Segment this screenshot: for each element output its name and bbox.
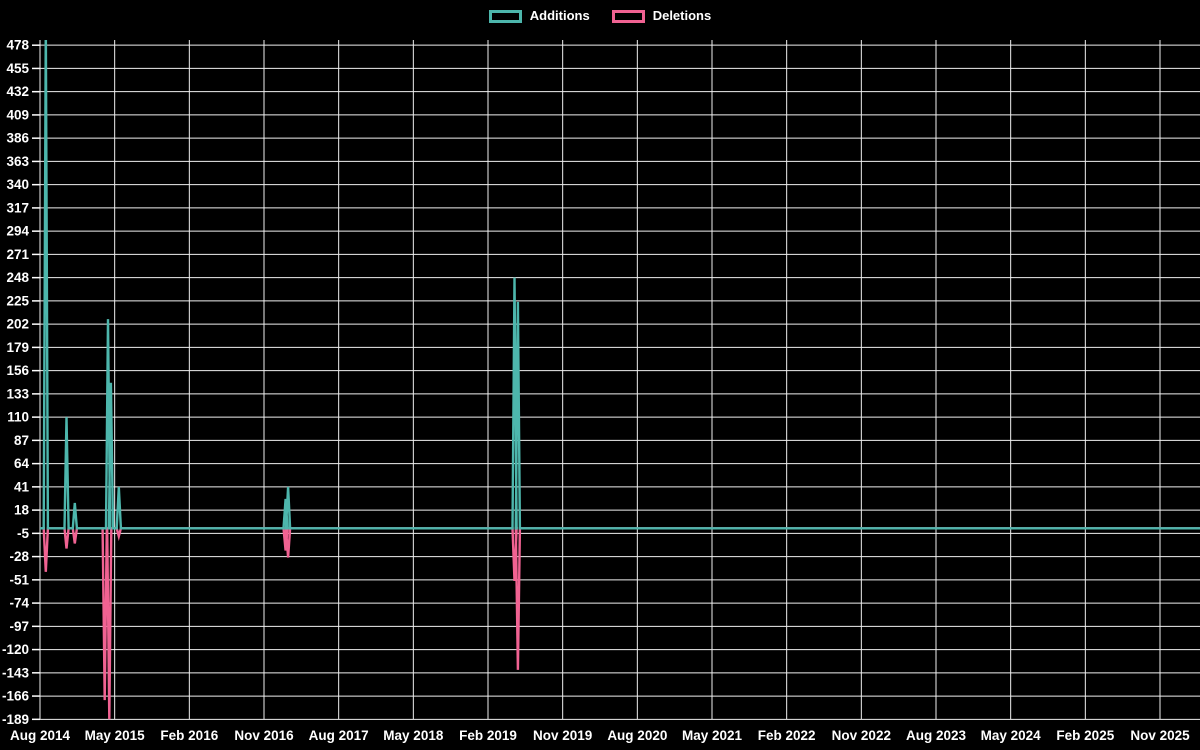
y-axis-label: 248 [6, 270, 29, 285]
y-axis-label: 179 [6, 340, 29, 355]
y-axis-label: 271 [6, 247, 29, 262]
y-axis-label: -97 [9, 619, 29, 634]
y-axis-label: -28 [9, 549, 29, 564]
y-axis-label: -51 [9, 572, 29, 587]
y-axis-label: 363 [6, 154, 29, 169]
x-axis-label: Nov 2025 [1130, 728, 1190, 743]
y-axis-label: 317 [6, 200, 29, 215]
additions-line [40, 40, 1200, 530]
y-axis-label: -120 [2, 642, 29, 657]
y-axis-label: 432 [6, 84, 29, 99]
y-axis-label: -166 [2, 689, 30, 704]
y-axis-label: 294 [6, 224, 29, 239]
x-axis-label: Feb 2016 [160, 728, 218, 743]
y-axis-label: 340 [6, 177, 29, 192]
x-axis-label: Feb 2019 [459, 728, 517, 743]
x-axis-label: Nov 2022 [832, 728, 891, 743]
x-axis-label: Aug 2023 [906, 728, 967, 743]
x-axis-label: May 2021 [682, 728, 743, 743]
x-grid: Aug 2014 May 2015 Feb 2016 Nov 2016 Aug 2017… [10, 40, 1190, 743]
y-axis-label: 409 [6, 107, 29, 122]
y-grid: 478 455 432 409 386 363 340 317 294 271 248 225 202 1… [2, 38, 1200, 727]
y-axis-label: 41 [14, 479, 30, 494]
chart-legend: Additions Deletions [0, 6, 1200, 26]
data-series [40, 40, 1200, 720]
y-axis-label: 133 [6, 386, 29, 401]
y-axis-label: 87 [14, 433, 29, 448]
y-axis-label: -74 [9, 596, 29, 611]
x-axis-label: Aug 2014 [10, 728, 71, 743]
legend-additions-label: Additions [529, 8, 590, 23]
x-axis-label: Aug 2017 [309, 728, 369, 743]
y-axis-label: -143 [2, 665, 30, 680]
x-axis-label: May 2015 [85, 728, 146, 743]
y-axis-label: 478 [6, 38, 29, 53]
y-axis-label: 64 [14, 456, 30, 471]
y-axis-label: 455 [6, 61, 29, 76]
y-axis-label: 225 [6, 293, 29, 308]
x-axis-label: May 2018 [383, 728, 444, 743]
y-axis-label: 202 [6, 317, 29, 332]
y-axis-label: 18 [14, 503, 30, 518]
x-axis-label: Feb 2025 [1056, 728, 1114, 743]
x-axis-label: Feb 2022 [758, 728, 816, 743]
y-axis-label: 386 [6, 131, 29, 146]
x-axis-label: May 2024 [981, 728, 1042, 743]
legend-item-deletions[interactable]: Deletions [611, 6, 712, 26]
x-axis-label: Nov 2019 [533, 728, 592, 743]
y-axis-label: -189 [2, 712, 29, 727]
legend-item-additions[interactable]: Additions [488, 6, 590, 26]
x-axis-label: Aug 2020 [607, 728, 667, 743]
legend-deletions-label: Deletions [652, 8, 712, 23]
additions-swatch-icon [488, 9, 522, 23]
y-axis-label: 156 [6, 363, 29, 378]
deletions-swatch-icon [611, 9, 645, 23]
x-axis-label: Nov 2016 [234, 728, 294, 743]
y-axis-label: -5 [17, 526, 29, 541]
y-axis-label: 110 [7, 410, 29, 425]
